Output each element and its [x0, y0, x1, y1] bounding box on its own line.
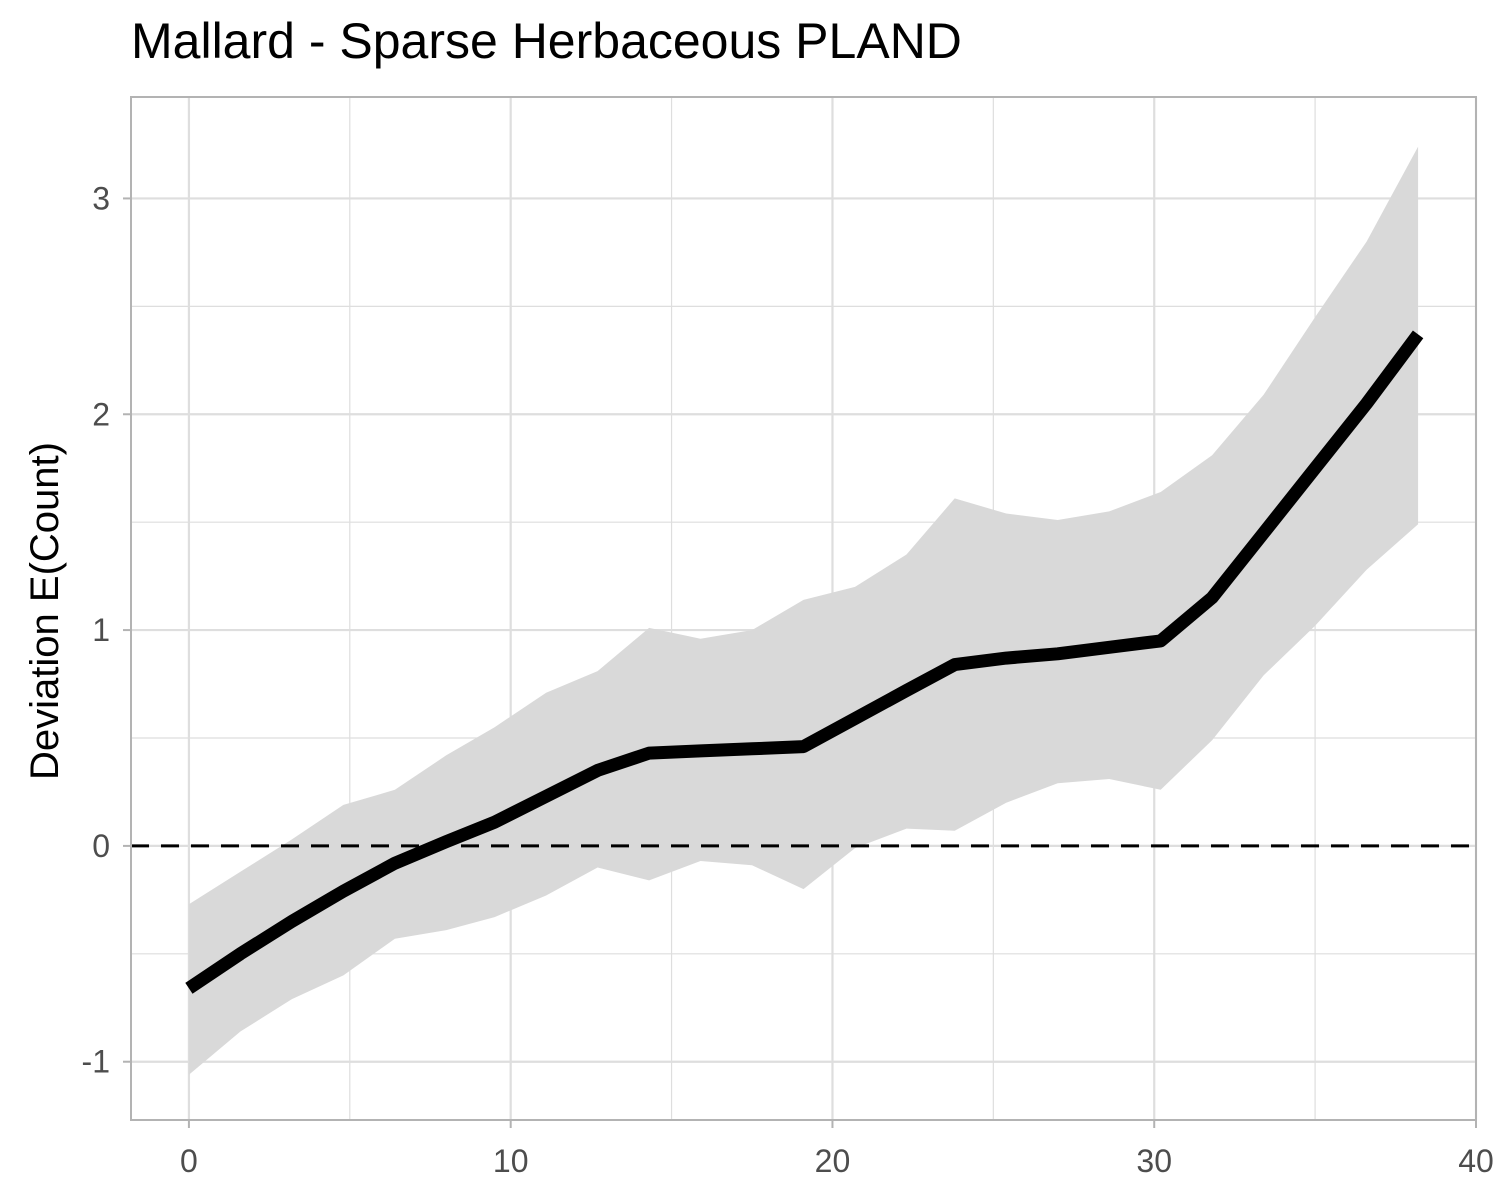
confidence-band-layer — [188, 146, 1419, 1075]
y-tick-label: 1 — [92, 612, 110, 648]
y-tick-label: 2 — [92, 396, 110, 432]
series-line-layer — [185, 330, 1424, 994]
x-tick-label: 40 — [1458, 1143, 1494, 1179]
y-tick-labels: -1 0 1 2 3 — [82, 180, 131, 1080]
plot-border — [130, 96, 1477, 1121]
x-tick-label: 20 — [815, 1143, 851, 1179]
confidence-band — [188, 146, 1419, 1075]
y-tick-label: 3 — [92, 180, 110, 216]
y-tick-label: -1 — [82, 1044, 110, 1080]
chart-title: Mallard - Sparse Herbaceous PLAND — [131, 13, 962, 69]
y-tick-label: 0 — [92, 828, 110, 864]
y-axis-label: Deviation E(Count) — [23, 442, 67, 780]
x-tick-label: 0 — [180, 1143, 198, 1179]
series-line — [185, 330, 1424, 994]
x-tick-labels: 0 10 20 30 40 — [180, 1120, 1494, 1179]
panel-border — [130, 96, 1477, 1121]
x-tick-label: 10 — [493, 1143, 529, 1179]
x-tick-label: 30 — [1136, 1143, 1172, 1179]
